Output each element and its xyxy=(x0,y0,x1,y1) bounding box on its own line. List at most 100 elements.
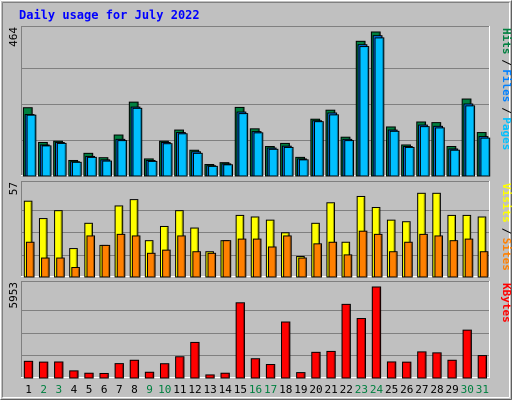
bar-pages-day-8 xyxy=(132,107,143,177)
bar-sites-day-28 xyxy=(434,235,443,278)
bar-pages-day-4 xyxy=(71,161,82,177)
x-tick-label: 12 xyxy=(188,383,201,396)
bar-sites-day-29 xyxy=(449,240,459,278)
bar-sites-day-5 xyxy=(86,235,96,278)
bar-kbytes-day-8 xyxy=(129,359,140,379)
x-tick-label: 23 xyxy=(355,383,368,396)
bar-pages-day-23 xyxy=(359,46,370,177)
x-tick-label: 22 xyxy=(340,383,353,396)
x-tick-label: 6 xyxy=(101,383,108,396)
bar-pages-day-20 xyxy=(314,121,324,177)
bar-sites-day-9 xyxy=(146,252,156,278)
bar-sites-day-26 xyxy=(404,241,413,278)
bar-pages-day-28 xyxy=(435,127,445,177)
x-tick-label: 11 xyxy=(173,383,186,396)
bar-kbytes-day-22 xyxy=(341,303,351,379)
chart-title: Daily usage for July 2022 xyxy=(19,8,200,22)
bar-kbytes-day-28 xyxy=(432,352,442,379)
bar-kbytes-day-29 xyxy=(447,359,457,379)
x-tick-label: 29 xyxy=(446,383,459,396)
bar-pages-day-15 xyxy=(238,113,249,177)
bar-kbytes-day-26 xyxy=(402,361,412,379)
bar-kbytes-day-9 xyxy=(144,371,155,379)
x-tick-label: 7 xyxy=(116,383,123,396)
bar-kbytes-day-5 xyxy=(84,372,94,379)
bar-sites-day-24 xyxy=(373,233,383,278)
bar-pages-day-19 xyxy=(298,159,309,177)
bar-pages-day-30 xyxy=(465,105,476,177)
bar-sites-day-15 xyxy=(237,238,247,278)
legend-pages: Pages xyxy=(500,117,512,150)
bar-kbytes-day-23 xyxy=(356,318,366,379)
bar-pages-day-7 xyxy=(117,140,128,177)
x-tick-label: 4 xyxy=(71,383,78,396)
bar-sites-day-31 xyxy=(479,251,489,278)
bar-pages-day-9 xyxy=(147,160,158,177)
bar-sites-day-25 xyxy=(389,251,398,278)
bar-pages-day-13 xyxy=(208,165,218,177)
bar-kbytes-day-1 xyxy=(23,360,34,379)
bar-pages-day-27 xyxy=(419,126,430,177)
bar-sites-day-18 xyxy=(283,235,292,278)
x-tick-label: 27 xyxy=(415,383,428,396)
x-tick-label: 30 xyxy=(461,383,474,396)
bar-sites-day-30 xyxy=(464,238,474,278)
bar-kbytes-day-7 xyxy=(114,363,124,379)
bar-pages-day-10 xyxy=(162,143,173,177)
bar-pages-day-18 xyxy=(283,146,294,177)
bar-sites-day-4 xyxy=(71,267,80,278)
bar-pages-day-26 xyxy=(404,146,415,177)
bar-sites-day-20 xyxy=(313,243,322,278)
bar-sites-day-21 xyxy=(328,241,338,278)
bar-kbytes-day-25 xyxy=(386,361,397,379)
x-tick-label: 26 xyxy=(400,383,413,396)
x-tick-label: 19 xyxy=(294,383,307,396)
x-tick-label: 21 xyxy=(325,383,338,396)
x-tick-label: 16 xyxy=(249,383,262,396)
legend-kbytes: KBytes xyxy=(500,283,512,323)
x-tick-label: 5 xyxy=(86,383,93,396)
bar-kbytes-day-12 xyxy=(190,341,200,379)
bar-kbytes-day-2 xyxy=(38,361,49,379)
bar-pages-day-1 xyxy=(26,114,37,177)
bar-kbytes-day-6 xyxy=(99,372,109,379)
x-tick-label: 20 xyxy=(309,383,322,396)
x-tick-label: 25 xyxy=(385,383,398,396)
legend-files: Files xyxy=(500,69,512,102)
bar-sites-day-27 xyxy=(419,233,428,278)
bar-kbytes-day-14 xyxy=(220,372,230,379)
x-tick-label: 13 xyxy=(203,383,216,396)
legend-top: Hits / Files / Pages xyxy=(500,28,512,150)
x-tick-label: 17 xyxy=(264,383,277,396)
bar-sites-day-17 xyxy=(268,246,277,278)
bar-kbytes-day-13 xyxy=(205,374,215,379)
bar-sites-day-1 xyxy=(25,241,35,278)
bar-kbytes-day-27 xyxy=(417,351,427,379)
bar-sites-day-23 xyxy=(358,230,368,278)
bar-sites-day-8 xyxy=(131,235,141,278)
panel-top: 464 Hits / Files / Pages xyxy=(7,26,512,177)
bar-pages-day-21 xyxy=(329,114,339,177)
bar-kbytes-day-31 xyxy=(477,355,488,379)
bar-kbytes-day-10 xyxy=(159,363,170,379)
x-tick-label: 24 xyxy=(370,383,384,396)
bar-kbytes-day-21 xyxy=(326,350,336,379)
bar-pages-day-12 xyxy=(192,152,203,177)
bar-kbytes-day-19 xyxy=(296,372,306,379)
bar-sites-day-3 xyxy=(56,257,65,278)
bar-sites-day-2 xyxy=(41,257,50,278)
bar-sites-day-19 xyxy=(298,257,307,278)
legend-separator: / xyxy=(500,107,512,114)
legend-visits: Visits xyxy=(500,183,512,223)
panel-bottom: 5953 KBytes xyxy=(7,281,512,379)
bar-pages-day-6 xyxy=(102,160,112,177)
x-tick-label: 31 xyxy=(476,383,489,396)
x-tick-label: 1 xyxy=(25,383,32,396)
legend-hits: Hits xyxy=(500,28,512,55)
bar-sites-day-16 xyxy=(252,238,262,278)
bar-sites-day-10 xyxy=(162,249,171,278)
bar-kbytes-day-18 xyxy=(281,321,291,379)
bar-sites-day-11 xyxy=(177,235,186,278)
